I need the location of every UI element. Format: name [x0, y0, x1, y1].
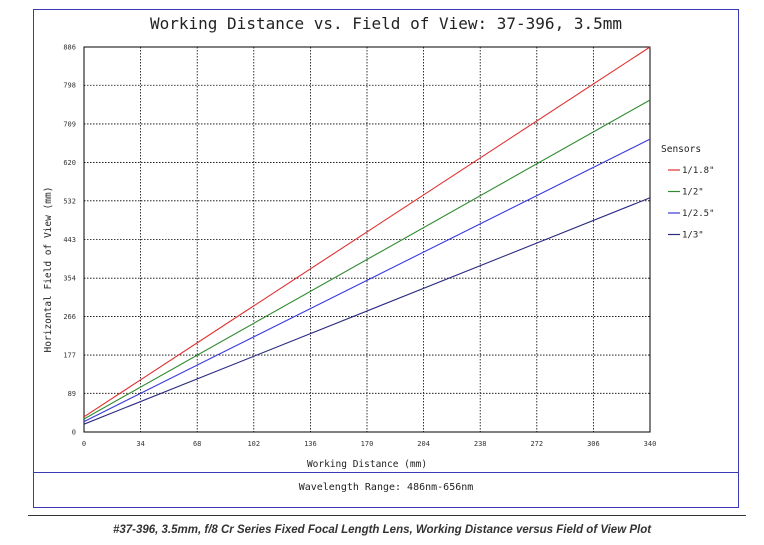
x-tick-label: 136 [304, 440, 317, 448]
chart-title: Working Distance vs. Field of View: 37-3… [149, 14, 622, 33]
chart-frame [33, 9, 739, 508]
x-tick-label: 272 [530, 440, 543, 448]
series-line [83, 46, 651, 418]
y-tick-label: 89 [68, 390, 76, 398]
series-line [83, 138, 651, 423]
y-tick-label: 709 [63, 120, 76, 128]
x-tick-label: 204 [417, 440, 430, 448]
x-tick-label: 306 [587, 440, 600, 448]
legend-label: 1/3" [682, 231, 704, 241]
y-tick-label: 266 [63, 313, 76, 321]
x-tick-label: 34 [136, 440, 144, 448]
y-tick-label: 443 [63, 236, 76, 244]
wavelength-range: Wavelength Range: 486nm-656nm [298, 482, 474, 493]
y-tick-label: 620 [63, 159, 76, 167]
x-axis-label: Working Distance (mm) [307, 459, 427, 470]
x-tick-label: 68 [193, 440, 201, 448]
y-tick-label: 798 [63, 82, 76, 90]
y-axis-label: Horizontal Field of View (mm) [43, 187, 54, 353]
y-tick-label: 354 [63, 275, 76, 283]
footer-separator [33, 472, 739, 473]
legend-label: 1/1.8" [682, 166, 715, 176]
y-tick-label: 0 [72, 429, 76, 437]
legend-label: 1/2.5" [682, 209, 715, 219]
series-line [83, 99, 651, 420]
y-tick-label: 532 [63, 197, 76, 205]
y-tick-label: 177 [63, 352, 76, 360]
x-tick-label: 102 [247, 440, 260, 448]
legend-title: Sensors [661, 144, 701, 155]
series-line [83, 197, 651, 425]
x-tick-label: 238 [474, 440, 487, 448]
y-tick-label: 886 [63, 44, 76, 52]
x-tick-label: 170 [361, 440, 374, 448]
figure-caption: #37-396, 3.5mm, f/8 Cr Series Fixed Foca… [112, 524, 652, 536]
x-tick-label: 340 [644, 440, 657, 448]
caption-rule [28, 515, 746, 516]
legend-label: 1/2" [682, 188, 704, 198]
x-tick-label: 0 [82, 440, 86, 448]
